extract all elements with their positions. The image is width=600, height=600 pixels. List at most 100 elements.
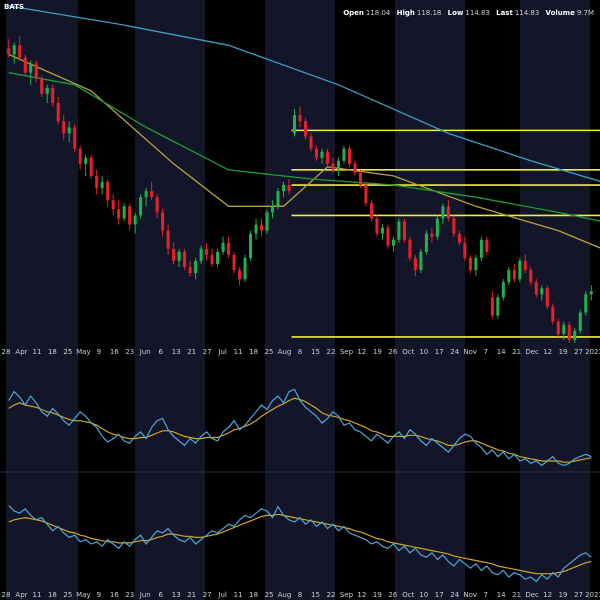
x-tick-label: 18 bbox=[249, 591, 258, 599]
open-value: 118.04 bbox=[365, 9, 391, 17]
candle-body bbox=[584, 294, 588, 313]
candle-body bbox=[155, 197, 159, 213]
candle bbox=[7, 39, 11, 58]
candle-body bbox=[78, 148, 82, 164]
candle-body bbox=[106, 182, 110, 201]
candle-body bbox=[518, 260, 522, 280]
x-tick-label: 25 bbox=[63, 348, 72, 356]
candle bbox=[166, 224, 170, 255]
candle-body bbox=[545, 288, 549, 307]
candle-body bbox=[265, 212, 269, 231]
x-tick-label: Jul bbox=[217, 591, 227, 599]
candle bbox=[375, 215, 379, 237]
candle-body bbox=[523, 260, 527, 271]
candle bbox=[298, 106, 302, 128]
candle-body bbox=[463, 242, 467, 258]
x-tick-label: 16 bbox=[110, 591, 119, 599]
x-tick-label: 18 bbox=[249, 348, 258, 356]
candle bbox=[210, 248, 214, 268]
candle-body bbox=[408, 239, 412, 258]
x-tick-label: 15 bbox=[311, 348, 320, 356]
candle bbox=[40, 75, 44, 97]
candle-body bbox=[73, 127, 77, 149]
x-axis-bottom: 28 Apr 11 18 25 May 9 16 23 Jun 6 13 21 27 Jul 11 18 25 Au… bbox=[2, 591, 600, 599]
candle bbox=[518, 257, 522, 283]
candle bbox=[62, 115, 66, 140]
candle-body bbox=[342, 148, 346, 161]
x-tick-label: Oct bbox=[402, 348, 414, 356]
candle bbox=[188, 260, 192, 277]
candle bbox=[265, 209, 269, 234]
month-band bbox=[520, 0, 590, 600]
candle-body bbox=[292, 115, 297, 134]
candle bbox=[183, 248, 187, 271]
horizontal-levels[interactable] bbox=[291, 129, 600, 338]
candle-body bbox=[12, 45, 16, 55]
x-tick-label: 15 bbox=[311, 591, 320, 599]
x-tick-label: 23 bbox=[125, 591, 134, 599]
candle-body bbox=[210, 254, 214, 264]
x-tick-label: 11 bbox=[32, 591, 41, 599]
candle-body bbox=[309, 136, 313, 149]
candle bbox=[177, 248, 181, 268]
candle bbox=[78, 145, 82, 170]
x-tick-label: 27 bbox=[203, 348, 212, 356]
candle-body bbox=[62, 121, 66, 134]
candle-body bbox=[551, 306, 555, 322]
candle-body bbox=[249, 233, 253, 258]
candle-body bbox=[457, 233, 461, 243]
x-tick-label: 12 bbox=[543, 348, 552, 356]
candle-body bbox=[150, 191, 154, 198]
candle-body bbox=[95, 175, 99, 189]
candle bbox=[34, 60, 38, 82]
candle bbox=[408, 236, 412, 261]
candle-body bbox=[287, 185, 291, 192]
candle-body bbox=[172, 248, 176, 261]
candle-body bbox=[221, 242, 225, 252]
x-tick-label: Sep bbox=[340, 348, 354, 356]
x-tick-label: 12 bbox=[357, 348, 366, 356]
candle bbox=[419, 248, 423, 274]
candle bbox=[413, 254, 417, 277]
volume-value: 9.7M bbox=[576, 9, 594, 17]
candle bbox=[18, 36, 22, 61]
candle-body bbox=[380, 227, 384, 234]
candle-body bbox=[452, 218, 456, 234]
candle bbox=[589, 285, 593, 301]
x-tick-label: 26 bbox=[388, 591, 397, 599]
x-tick-label: 12 bbox=[357, 591, 366, 599]
candle-body bbox=[23, 57, 27, 73]
x-tick-label: 2023 bbox=[585, 348, 600, 356]
candle bbox=[347, 145, 351, 167]
candle bbox=[45, 84, 49, 104]
candle-body bbox=[419, 251, 423, 271]
candle bbox=[452, 215, 456, 237]
last-value: 114.83 bbox=[514, 9, 540, 17]
x-tick-label: 28 bbox=[2, 591, 11, 599]
ohlc-readout: Open 118.04 High 118.18 Low 114.83 Last 114.… bbox=[339, 9, 594, 17]
candle bbox=[397, 218, 401, 243]
candle-body bbox=[562, 324, 566, 334]
candle-body bbox=[139, 197, 143, 216]
x-tick-label: 27 bbox=[574, 591, 583, 599]
candle-body bbox=[496, 297, 500, 316]
candle-body bbox=[430, 233, 434, 237]
candle bbox=[254, 218, 258, 240]
x-tick-label: Jul bbox=[217, 348, 227, 356]
candle-body bbox=[271, 206, 275, 213]
x-tick-label: 24 bbox=[450, 348, 459, 356]
candle bbox=[457, 230, 461, 246]
candle bbox=[490, 291, 494, 319]
candle bbox=[386, 224, 390, 249]
candle-body bbox=[199, 248, 203, 261]
candle-body bbox=[435, 218, 439, 237]
candle bbox=[29, 60, 33, 85]
x-tick-label: 21 bbox=[187, 591, 196, 599]
candle-body bbox=[51, 87, 55, 104]
x-tick-label: 25 bbox=[265, 348, 274, 356]
x-tick-label: 10 bbox=[419, 348, 428, 356]
x-tick-label: 11 bbox=[234, 348, 243, 356]
oscillator-fast-line bbox=[8, 388, 592, 467]
candle-body bbox=[177, 251, 181, 261]
